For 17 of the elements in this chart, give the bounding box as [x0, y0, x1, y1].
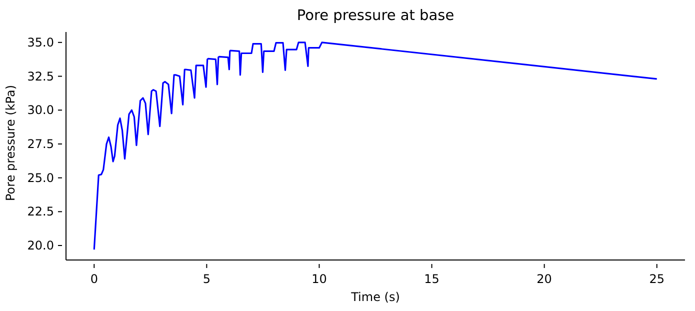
- x-tick-label: 10: [312, 272, 327, 286]
- y-tick-label: 27.5: [27, 136, 54, 151]
- line-series: [93, 42, 658, 250]
- y-tick-label: 22.5: [27, 204, 54, 219]
- x-tick-label: 20: [536, 272, 552, 286]
- y-tick-label: 25.0: [27, 170, 54, 185]
- x-tick-label: 15: [424, 272, 440, 286]
- y-tick-label: 20.0: [27, 238, 54, 253]
- y-axis-title: Pore pressure (kPa): [3, 84, 18, 201]
- y-tick-label: 35.0: [27, 35, 54, 50]
- x-tick-label: 0: [90, 272, 98, 286]
- x-tick-label: 25: [649, 272, 665, 286]
- x-axis-title: Time (s): [350, 290, 400, 304]
- chart-title: Pore pressure at base: [296, 8, 456, 24]
- x-tick-label: 5: [202, 272, 210, 286]
- y-tick-label: 30.0: [27, 103, 54, 118]
- y-tick-label: 32.5: [27, 69, 54, 84]
